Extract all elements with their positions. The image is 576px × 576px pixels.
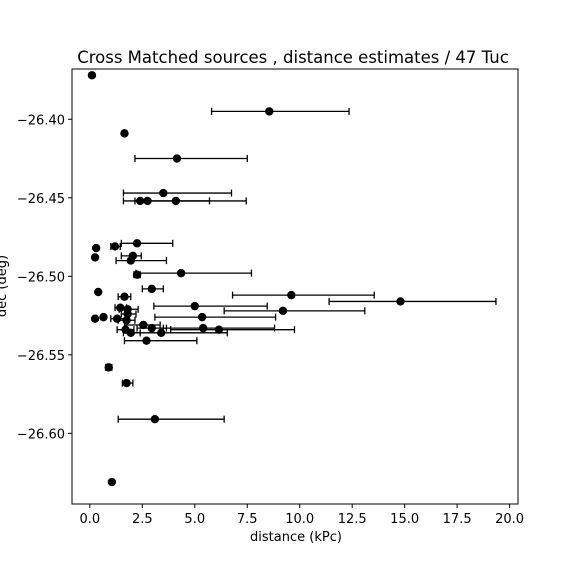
data-point [143, 196, 152, 206]
data-point [396, 297, 405, 306]
data-point [123, 309, 132, 319]
x-tick-label: 17.5 [443, 512, 472, 527]
y-axis: −26.40 −26.45 −26.50 −26.55 −26.60 [17, 113, 72, 442]
plot-frame [71, 68, 519, 505]
x-axis: 0.0 2.5 5.0 7.5 10.0 12.5 15.0 17.5 20.0 [79, 504, 524, 527]
y-tick-label: −26.60 [17, 427, 65, 442]
data-point [90, 253, 100, 262]
data-point [91, 243, 101, 253]
data-markers [87, 71, 405, 487]
x-tick-label: 15.0 [390, 512, 419, 527]
x-tick-label: 0.0 [79, 512, 100, 527]
data-point [112, 314, 122, 323]
x-tick-label: 5.0 [184, 512, 205, 527]
data-point [198, 323, 208, 333]
data-point [116, 303, 125, 312]
data-point [278, 306, 288, 316]
data-point [104, 363, 113, 372]
y-tick-label: −26.50 [17, 270, 65, 285]
data-point [132, 239, 142, 248]
data-point [110, 242, 120, 251]
y-axis-label: dec (deg) [0, 255, 10, 317]
data-point [139, 320, 148, 330]
data-point [99, 312, 108, 322]
data-point [107, 477, 117, 487]
data-point [147, 284, 156, 294]
data-point [147, 323, 156, 333]
data-point [287, 290, 296, 300]
data-point [171, 196, 181, 206]
data-point [94, 287, 103, 297]
data-point [190, 301, 199, 311]
y-tick-label: −26.55 [17, 349, 65, 364]
data-point [197, 312, 207, 322]
data-point [126, 256, 135, 265]
data-point [172, 154, 182, 163]
x-axis-label: distance (kPc) [250, 530, 342, 545]
data-point [120, 129, 129, 138]
data-point [126, 328, 135, 338]
data-point [142, 336, 151, 345]
x-tick-label: 12.5 [338, 512, 367, 527]
data-point [159, 188, 168, 198]
chart-title: Cross Matched sources , distance estimat… [77, 48, 509, 67]
y-tick-label: −26.40 [17, 113, 65, 128]
data-point [122, 378, 131, 388]
data-point [150, 414, 160, 424]
data-point [132, 270, 142, 279]
data-point [120, 292, 129, 301]
data-point [122, 316, 131, 325]
data-point [87, 71, 97, 80]
data-point [265, 107, 274, 116]
error-bars [104, 107, 497, 423]
data-point [136, 196, 145, 206]
x-tick-label: 7.5 [237, 512, 258, 527]
y-tick-label: −26.45 [17, 192, 65, 207]
data-point [157, 328, 166, 338]
plot-area [87, 71, 497, 487]
x-tick-label: 2.5 [132, 512, 153, 527]
data-point [90, 314, 100, 323]
x-tick-label: 10.0 [285, 512, 314, 527]
data-point [214, 325, 224, 334]
x-tick-label: 20.0 [495, 512, 524, 527]
data-point [176, 268, 186, 278]
